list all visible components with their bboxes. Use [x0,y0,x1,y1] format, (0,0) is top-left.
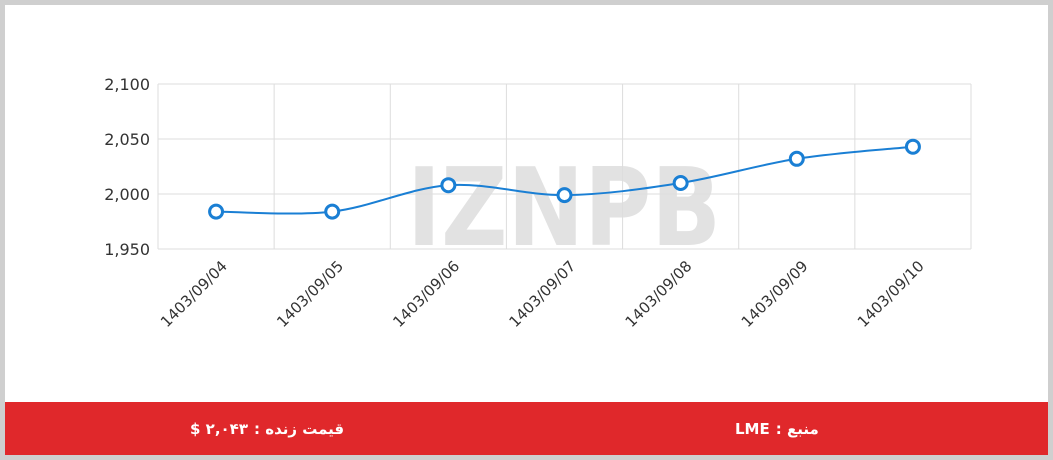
x-tick-label: 1403/09/09 [738,257,812,331]
footer-bar: قیمت زنده : ۲,۰۴۳ $ منبع : LME [5,402,1048,455]
live-price-value: ۲,۰۴۳ $ [190,419,248,438]
source: منبع : LME [735,402,819,455]
y-tick-label: 1,950 [104,240,150,259]
live-price: قیمت زنده : ۲,۰۴۳ $ [190,402,344,455]
live-price-label: قیمت زنده : [254,419,345,438]
x-tick-label: 1403/09/05 [273,257,347,331]
x-tick-label: 1403/09/10 [854,257,928,331]
watermark-logo: IZNPB [407,146,721,271]
data-point[interactable] [440,177,457,194]
price-chart: IZNPB 1,950 2,000 2,050 2,100 1403/09/04 140… [104,75,972,331]
data-point[interactable] [208,203,225,220]
source-value: LME [735,419,770,438]
chart-panel: IZNPB 1,950 2,000 2,050 2,100 1403/09/04 140… [5,5,1048,455]
data-point[interactable] [324,203,341,220]
x-tick-label: 1403/09/04 [157,257,231,331]
svg-text:IZNPB: IZNPB [407,146,721,271]
data-point[interactable] [672,175,689,191]
data-point[interactable] [556,187,573,204]
data-point[interactable] [788,150,805,167]
y-tick-label: 2,100 [104,75,150,94]
y-tick-label: 2,050 [104,130,150,149]
source-label: منبع : [775,419,819,438]
data-point[interactable] [904,138,921,155]
y-tick-label: 2,000 [104,185,150,204]
